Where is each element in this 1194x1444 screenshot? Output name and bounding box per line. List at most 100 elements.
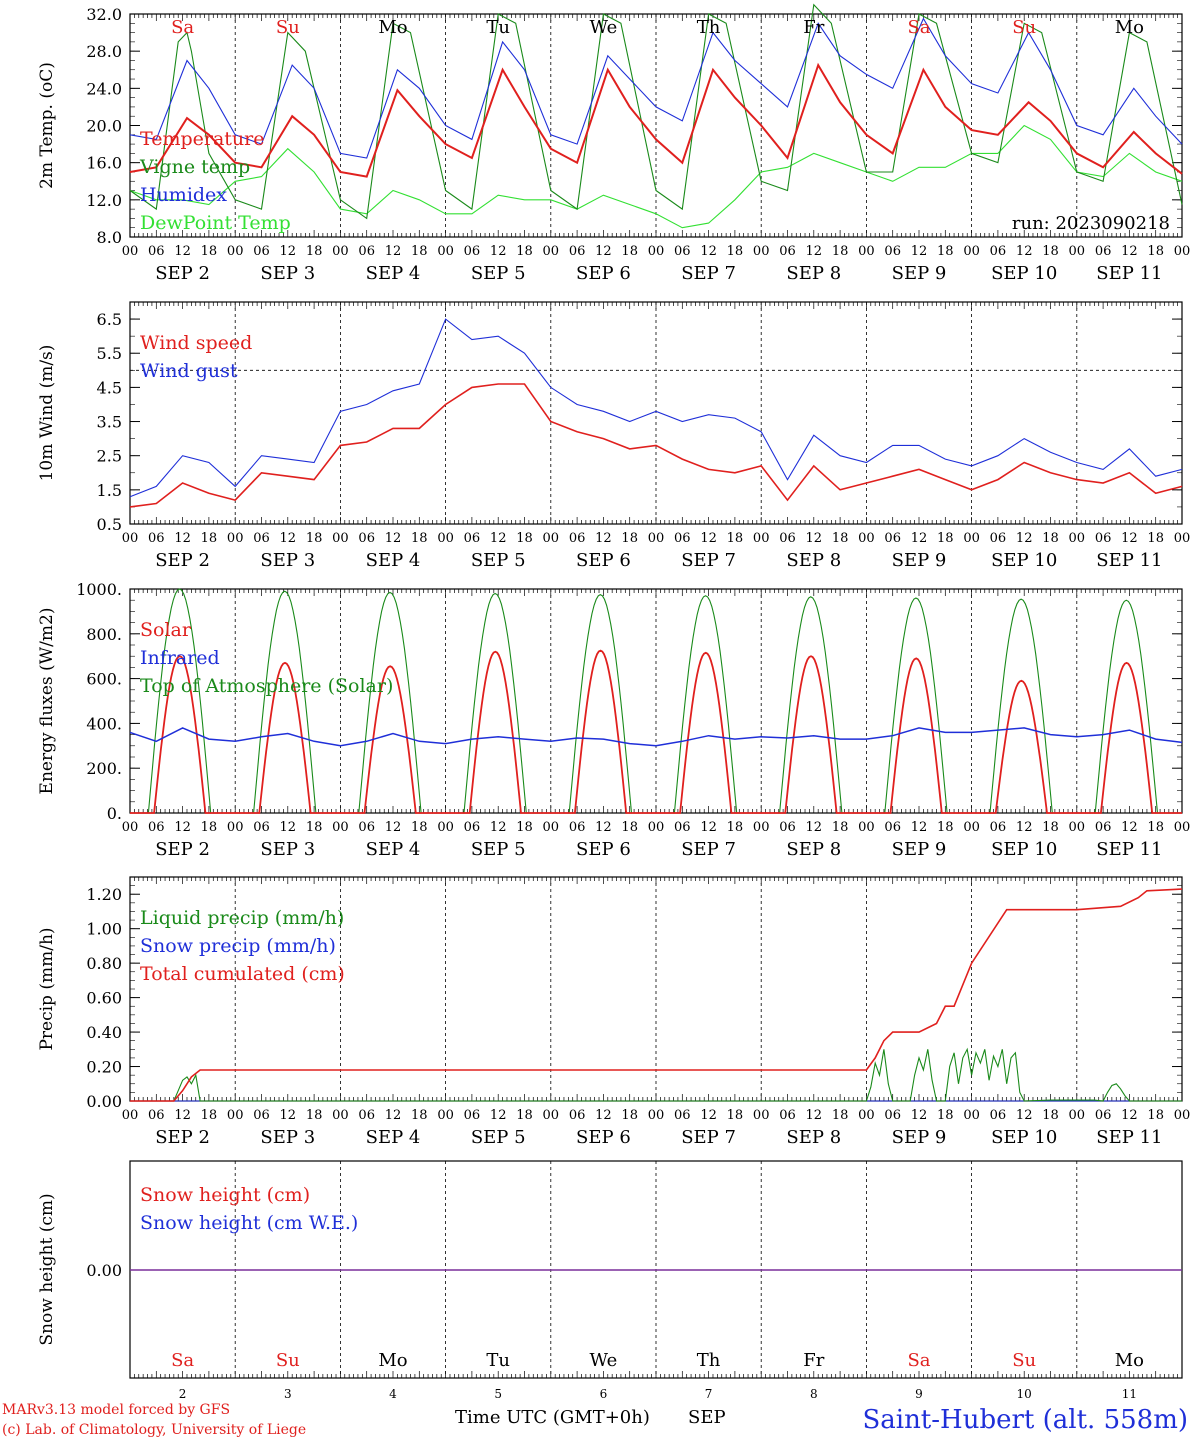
- hour-tick-label: 06: [779, 1108, 796, 1123]
- hour-tick-label: 00: [858, 244, 875, 259]
- hour-tick-label: 18: [621, 820, 638, 835]
- legend-entry: Humidex: [140, 184, 227, 206]
- hour-tick-label: 00: [648, 1108, 665, 1123]
- hour-tick-label: 12: [280, 1108, 297, 1123]
- y-tick-label: 800.: [86, 625, 122, 644]
- hour-tick-label: 06: [1095, 820, 1112, 835]
- hour-tick-label: 00: [1069, 244, 1086, 259]
- legend-entry: Wind speed: [140, 332, 252, 354]
- hour-tick-label: 12: [490, 820, 507, 835]
- y-tick-label: 12.0: [86, 191, 122, 210]
- copyright-credit: (c) Lab. of Climatology, University of L…: [2, 1422, 306, 1438]
- weekday-label: Th: [697, 17, 721, 38]
- date-label: SEP 6: [576, 1127, 631, 1148]
- hour-tick-label: 00: [437, 820, 454, 835]
- date-label: SEP 2: [155, 550, 210, 571]
- hour-tick-label: 06: [253, 244, 270, 259]
- weekday-label: Mo: [378, 17, 407, 38]
- hour-tick-label: 00: [1174, 244, 1191, 259]
- hour-tick-label: 00: [122, 820, 139, 835]
- hour-tick-label: 00: [753, 531, 770, 546]
- hour-tick-label: 18: [1147, 1108, 1164, 1123]
- hour-tick-label: 06: [358, 531, 375, 546]
- model-credit: MARv3.13 model forced by GFS: [2, 1402, 230, 1418]
- hour-tick-label: 18: [1147, 244, 1164, 259]
- hour-tick-label: 06: [1095, 244, 1112, 259]
- legend-entry: Wind gust: [140, 360, 238, 382]
- day-number-label: 5: [494, 1387, 502, 1401]
- hour-tick-label: 12: [174, 244, 191, 259]
- hour-tick-label: 18: [1147, 820, 1164, 835]
- hour-tick-label: 06: [779, 244, 796, 259]
- hour-tick-label: 00: [543, 531, 560, 546]
- legend-entry: Infrared: [140, 647, 220, 669]
- hour-tick-label: 00: [963, 1108, 980, 1123]
- hour-tick-label: 00: [648, 820, 665, 835]
- date-label: SEP 5: [471, 839, 526, 860]
- hour-tick-label: 06: [884, 531, 901, 546]
- hour-tick-label: 00: [858, 820, 875, 835]
- hour-tick-label: 12: [1016, 1108, 1033, 1123]
- hour-tick-label: 00: [963, 531, 980, 546]
- date-label: SEP 8: [786, 1127, 841, 1148]
- y-axis-label: Energy fluxes (W/m2): [37, 608, 57, 795]
- date-label: SEP 9: [892, 263, 947, 284]
- weekday-label: Tu: [486, 17, 510, 38]
- hour-tick-label: 12: [1016, 531, 1033, 546]
- hour-tick-label: 18: [516, 1108, 533, 1123]
- y-tick-label: 1000.: [76, 580, 122, 599]
- date-label: SEP 3: [260, 839, 315, 860]
- hour-tick-label: 12: [595, 531, 612, 546]
- series-line-dewpoint-temp: [129, 124, 1183, 229]
- date-label: SEP 11: [1096, 839, 1162, 860]
- hour-tick-label: 06: [674, 244, 691, 259]
- series-line-wind-speed: [129, 383, 1183, 508]
- x-axis-title: Time UTC (GMT+0h): [455, 1407, 650, 1428]
- weekday-label: We: [590, 1350, 618, 1371]
- y-tick-label: 600.: [86, 670, 122, 689]
- hour-tick-label: 06: [464, 531, 481, 546]
- run-label: run: 2023090218: [1012, 213, 1170, 234]
- hour-tick-label: 18: [201, 531, 218, 546]
- hour-tick-label: 00: [963, 820, 980, 835]
- legend-entry: Snow height (cm): [140, 1184, 310, 1206]
- y-axis-label: 2m Temp. (oC): [37, 62, 57, 189]
- hour-tick-label: 18: [1042, 1108, 1059, 1123]
- legend-entry: Solar: [140, 619, 192, 641]
- date-label: SEP 8: [786, 550, 841, 571]
- hour-tick-label: 12: [385, 1108, 402, 1123]
- hour-tick-label: 12: [595, 820, 612, 835]
- hour-tick-label: 06: [674, 820, 691, 835]
- hour-tick-label: 12: [385, 244, 402, 259]
- hour-tick-label: 18: [306, 244, 323, 259]
- hour-tick-label: 12: [1016, 244, 1033, 259]
- date-label: SEP 9: [892, 1127, 947, 1148]
- y-tick-label: 3.5: [97, 413, 122, 432]
- hour-tick-label: 18: [621, 1108, 638, 1123]
- hour-tick-label: 12: [280, 244, 297, 259]
- date-label: SEP 4: [366, 263, 421, 284]
- date-label: SEP 9: [892, 839, 947, 860]
- hour-tick-label: 00: [332, 1108, 349, 1123]
- hour-tick-label: 00: [227, 820, 244, 835]
- day-number-label: 2: [179, 1387, 187, 1401]
- hour-tick-label: 18: [411, 820, 428, 835]
- hour-tick-label: 06: [464, 244, 481, 259]
- hour-tick-label: 18: [832, 244, 849, 259]
- hour-tick-label: 00: [1069, 1108, 1086, 1123]
- hour-tick-label: 12: [280, 820, 297, 835]
- date-label: SEP 10: [991, 263, 1057, 284]
- date-label: SEP 6: [576, 839, 631, 860]
- date-label: SEP 8: [786, 839, 841, 860]
- hour-tick-label: 00: [437, 531, 454, 546]
- hour-tick-label: 18: [516, 531, 533, 546]
- hour-tick-label: 18: [201, 244, 218, 259]
- hour-tick-label: 12: [174, 531, 191, 546]
- date-label: SEP 2: [155, 263, 210, 284]
- hour-tick-label: 06: [358, 1108, 375, 1123]
- hour-tick-label: 18: [411, 531, 428, 546]
- y-axis-label: Snow height (cm): [37, 1193, 57, 1345]
- hour-tick-label: 06: [990, 531, 1007, 546]
- series-line-top-of-atmosphere: [130, 588, 1182, 814]
